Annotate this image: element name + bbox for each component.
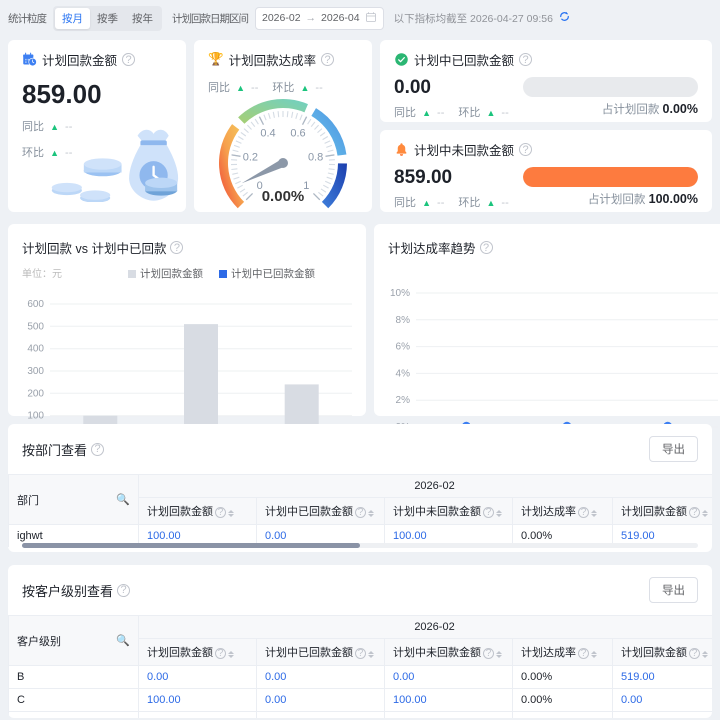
svg-text:0.2: 0.2 <box>243 152 258 164</box>
svg-text:4%: 4% <box>396 368 411 379</box>
svg-text:0.4: 0.4 <box>260 128 275 140</box>
svg-text:6%: 6% <box>396 342 411 353</box>
svg-text:300: 300 <box>27 366 44 377</box>
svg-text:0.6: 0.6 <box>290 128 305 140</box>
svg-text:0.8: 0.8 <box>308 152 323 164</box>
svg-text:8%: 8% <box>396 315 411 326</box>
svg-text:10%: 10% <box>390 288 410 299</box>
svg-text:600: 600 <box>27 299 44 310</box>
svg-text:2%: 2% <box>396 395 411 406</box>
svg-text:100: 100 <box>27 411 44 422</box>
svg-text:200: 200 <box>27 388 44 399</box>
svg-text:400: 400 <box>27 344 44 355</box>
svg-text:500: 500 <box>27 321 44 332</box>
